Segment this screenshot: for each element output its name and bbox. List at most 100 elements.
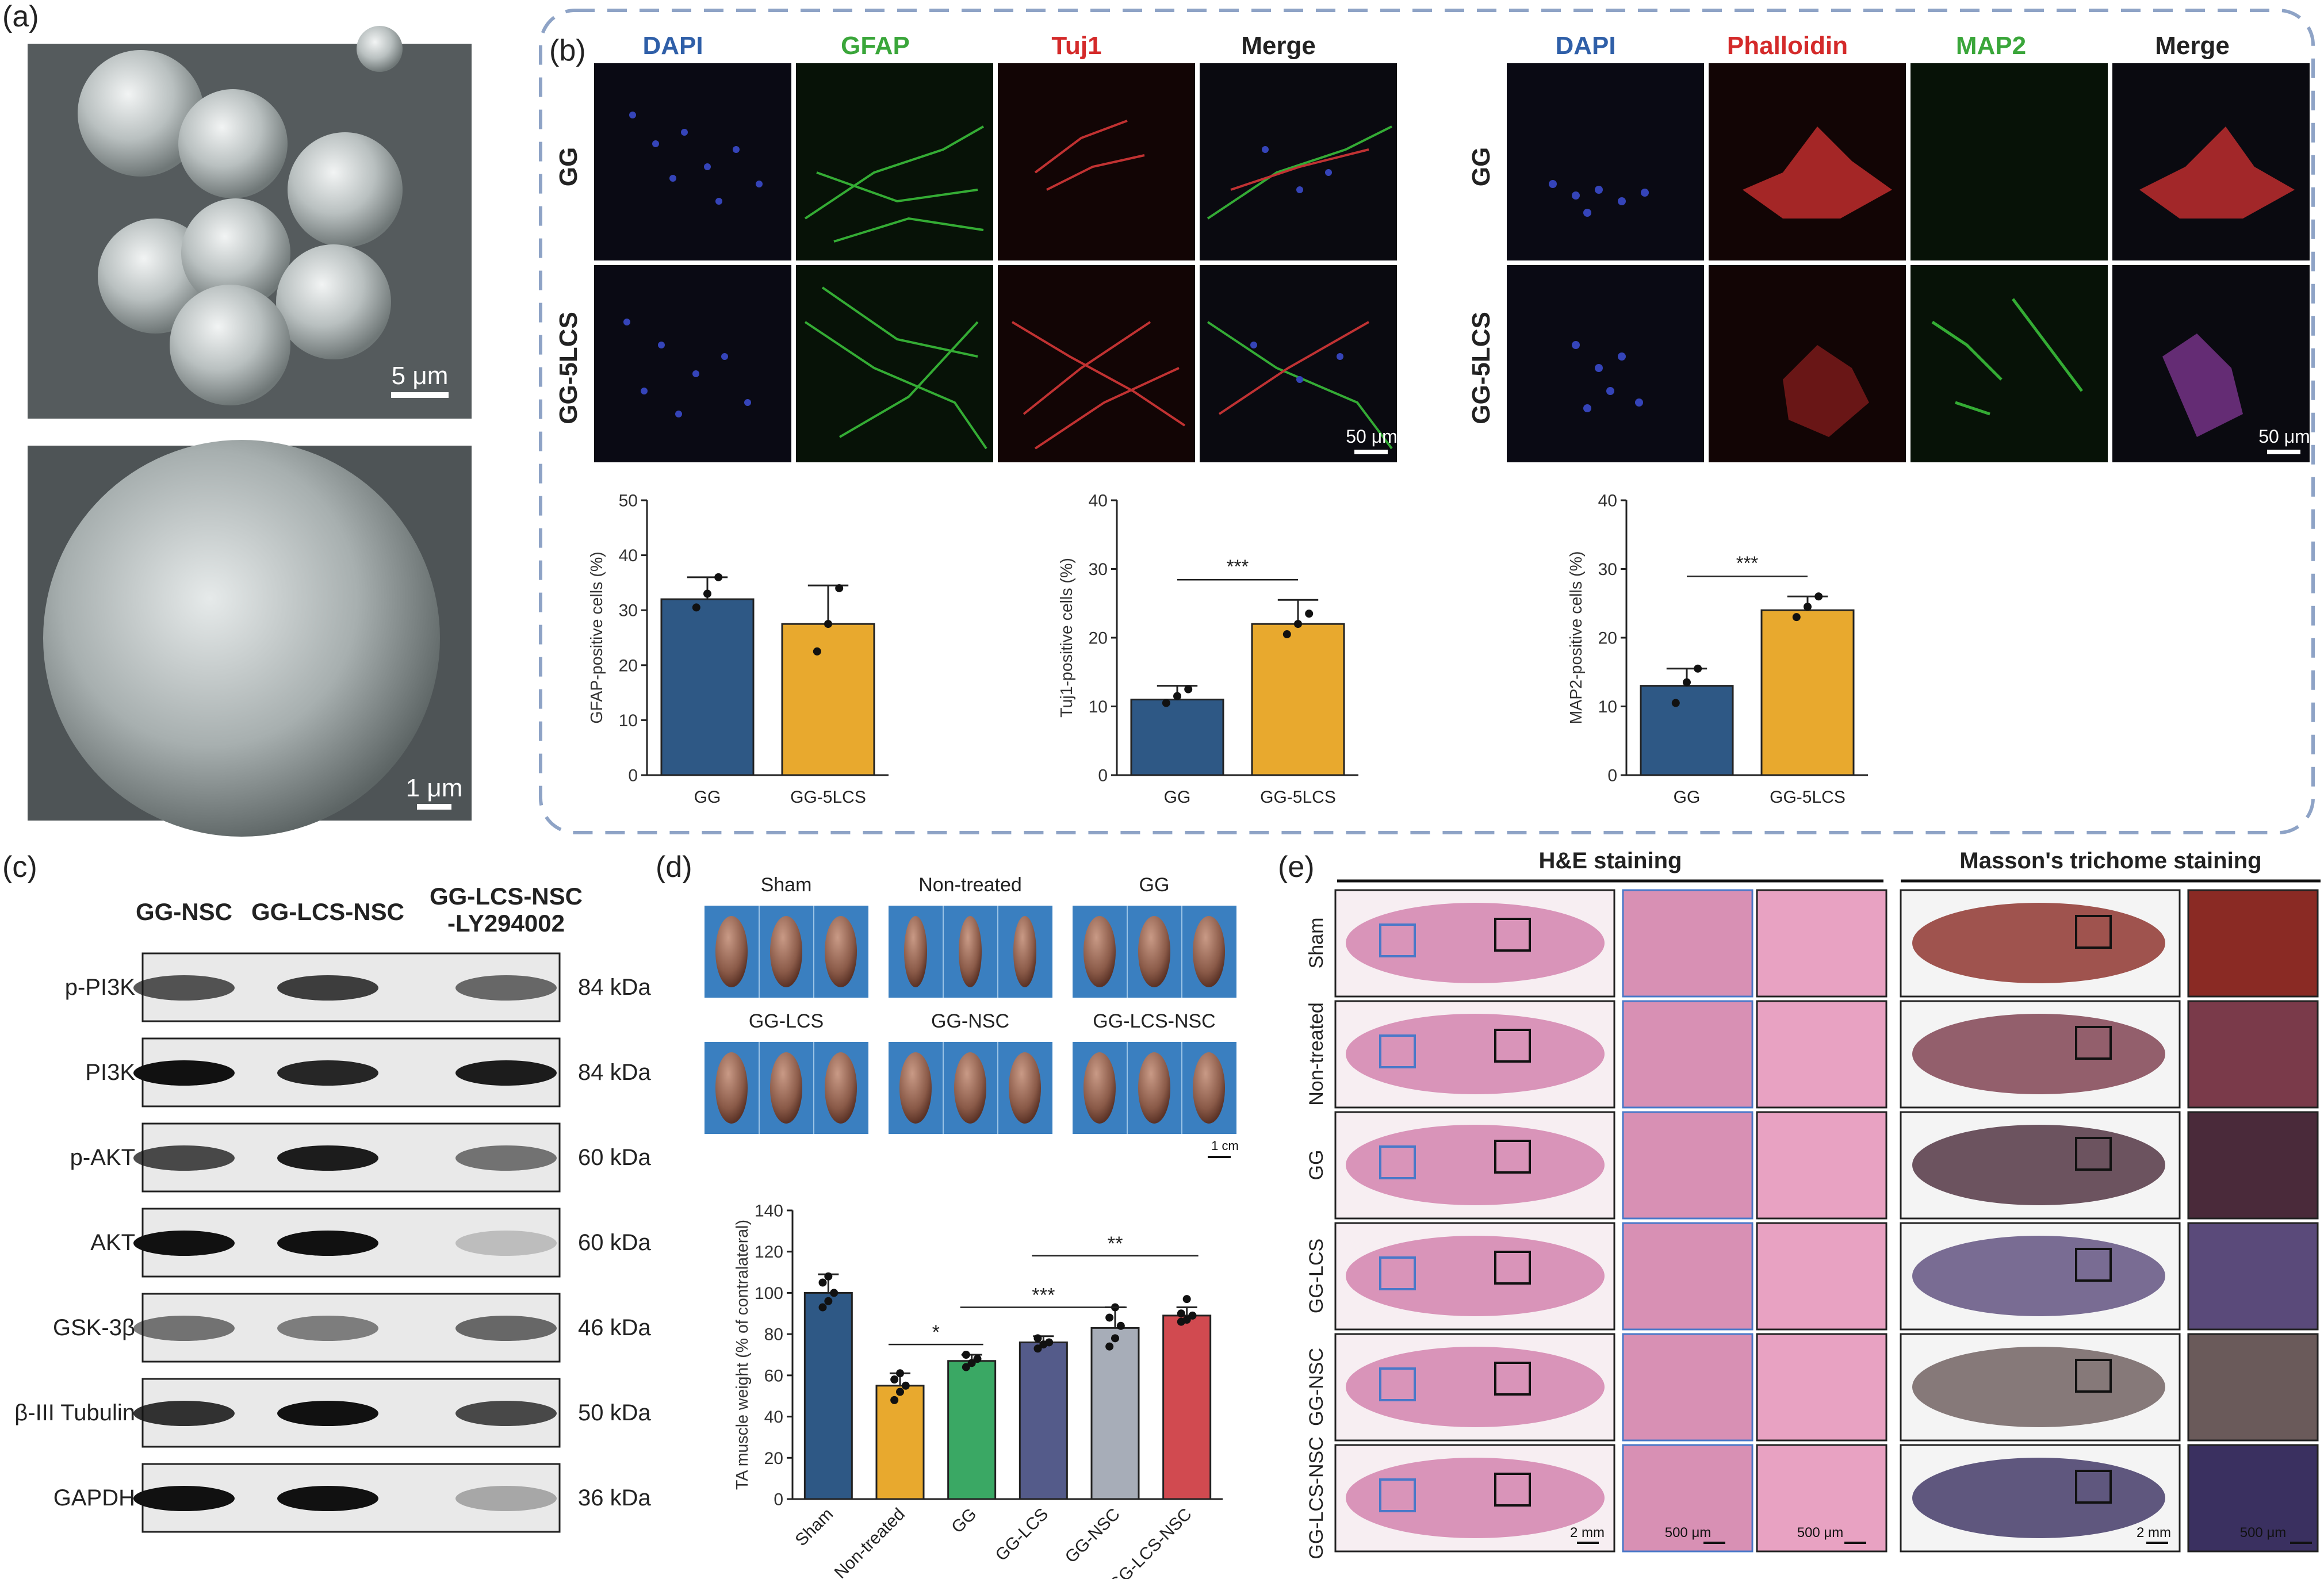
muscle-specimen	[770, 916, 802, 987]
blot-band	[277, 975, 378, 1001]
significance-label: **	[1108, 1233, 1123, 1255]
data-point	[1804, 603, 1812, 611]
lane-header: GG-NSC	[136, 898, 232, 925]
protein-label: AKT	[90, 1230, 135, 1255]
micrograph-dapi	[594, 265, 791, 462]
data-point	[967, 1359, 976, 1367]
data-point	[835, 584, 844, 592]
y-tick-label: 30	[1598, 560, 1617, 579]
muscle-specimen	[1138, 1052, 1170, 1124]
he-zoom	[1622, 1444, 1753, 1553]
data-point	[1792, 613, 1801, 622]
row-label: GG	[554, 147, 583, 186]
x-tick-label: GG	[1674, 788, 1701, 807]
roi-box	[2075, 915, 2112, 949]
blot-band	[277, 1316, 378, 1341]
panel-b-frame	[539, 9, 2315, 834]
panel-a-label: (a)	[2, 0, 39, 33]
blot-band	[455, 1145, 557, 1171]
blot-band	[277, 1486, 378, 1511]
protein-label: PI3K	[85, 1060, 135, 1085]
column-header: GFAP	[841, 32, 910, 60]
micrograph-map2	[1910, 265, 2108, 462]
muscle-specimen	[1083, 1052, 1116, 1124]
masson-zoom	[2187, 1222, 2319, 1331]
he-zoom	[1622, 1222, 1753, 1331]
y-tick-label: 40	[619, 546, 638, 565]
molecular-weight: 60 kDa	[578, 1230, 651, 1255]
masson-title: Masson's trichome staining	[1959, 848, 2261, 873]
micrograph-grid-left: 50 μm	[594, 63, 1398, 462]
scale-bar	[417, 804, 451, 810]
significance-label: *	[932, 1321, 940, 1343]
muscle-specimen	[1083, 916, 1116, 987]
bar	[781, 623, 875, 776]
tissue-section	[1912, 1236, 2165, 1316]
chart-tuj1-positive: 0 10 20 30 40 Tuj1-positive cells (%) GG GG-5LC…	[1058, 492, 1358, 807]
micrograph-grid-right: 50 μm	[1507, 63, 2310, 462]
tissue-section	[1912, 903, 2165, 983]
bar	[803, 1291, 853, 1500]
column-header: DAPI	[1555, 32, 1615, 60]
roi-box	[2075, 1470, 2112, 1504]
muscle-specimen	[1193, 916, 1225, 987]
blot-band	[277, 1231, 378, 1256]
y-axis-label: Tuj1-positive cells (%)	[1058, 558, 1076, 718]
column-header: Merge	[1241, 32, 1316, 60]
muscle-specimen	[770, 1052, 802, 1124]
molecular-weight: 36 kDa	[578, 1485, 651, 1511]
protein-label: GAPDH	[53, 1485, 135, 1511]
blot-band	[133, 1316, 235, 1341]
roi-box	[1379, 1367, 1416, 1401]
blot-band	[133, 1145, 235, 1171]
data-point	[813, 647, 821, 656]
blot-band	[133, 1401, 235, 1426]
y-tick-label: 20	[619, 656, 638, 675]
tissue-section	[1346, 1014, 1605, 1094]
data-point	[1683, 678, 1691, 687]
scale-label: 2 mm	[1570, 1525, 1605, 1540]
bar	[1251, 623, 1345, 776]
molecular-weight: 46 kDa	[578, 1315, 651, 1340]
he-zoom	[1756, 889, 1887, 998]
data-point	[703, 589, 711, 598]
scale-label: 5 μm	[392, 362, 449, 390]
microsphere	[43, 440, 440, 837]
x-tick-label: GG	[948, 1505, 980, 1537]
roi-box	[1494, 1140, 1531, 1174]
micrograph-dapi	[594, 63, 791, 260]
microsphere	[178, 89, 288, 198]
data-point	[1282, 630, 1291, 639]
data-point	[824, 1297, 833, 1305]
protein-label: GSK-3β	[53, 1315, 135, 1340]
roi-box	[2075, 1248, 2112, 1282]
chart-map2-positive: 0 10 20 30 40 MAP2-positive cells (%) GG GG-5LC…	[1567, 492, 1868, 807]
y-tick-label: 10	[1089, 697, 1108, 716]
data-point	[824, 1272, 833, 1281]
muscle-specimen	[899, 1052, 932, 1124]
column-header: Tuj1	[1051, 32, 1101, 60]
panel-c-label: (c)	[2, 850, 37, 884]
microsphere	[288, 132, 403, 247]
group-label: GG-NSC	[931, 1010, 1009, 1032]
he-zoom	[1756, 1000, 1887, 1109]
blot-band	[133, 1486, 235, 1511]
column-header: Merge	[2155, 32, 2230, 60]
data-point	[1184, 685, 1193, 693]
data-point	[1671, 699, 1680, 707]
row-label: GG-5LCS	[1467, 312, 1495, 424]
data-point	[1182, 1295, 1191, 1304]
microsphere	[276, 244, 391, 359]
molecular-weight: 84 kDa	[578, 975, 651, 1000]
sem-image-bottom: 1 μm	[28, 440, 472, 837]
roi-box	[1494, 1251, 1531, 1285]
y-tick-label: 40	[1089, 492, 1108, 511]
y-tick-label: 100	[755, 1284, 783, 1303]
lane-header: -LY294002	[447, 910, 565, 937]
x-tick-label: Non-treated	[831, 1505, 909, 1579]
roi-box	[1494, 1473, 1531, 1507]
y-tick-label: 30	[1089, 560, 1108, 579]
scale-bar	[391, 392, 449, 398]
data-point	[824, 620, 832, 628]
